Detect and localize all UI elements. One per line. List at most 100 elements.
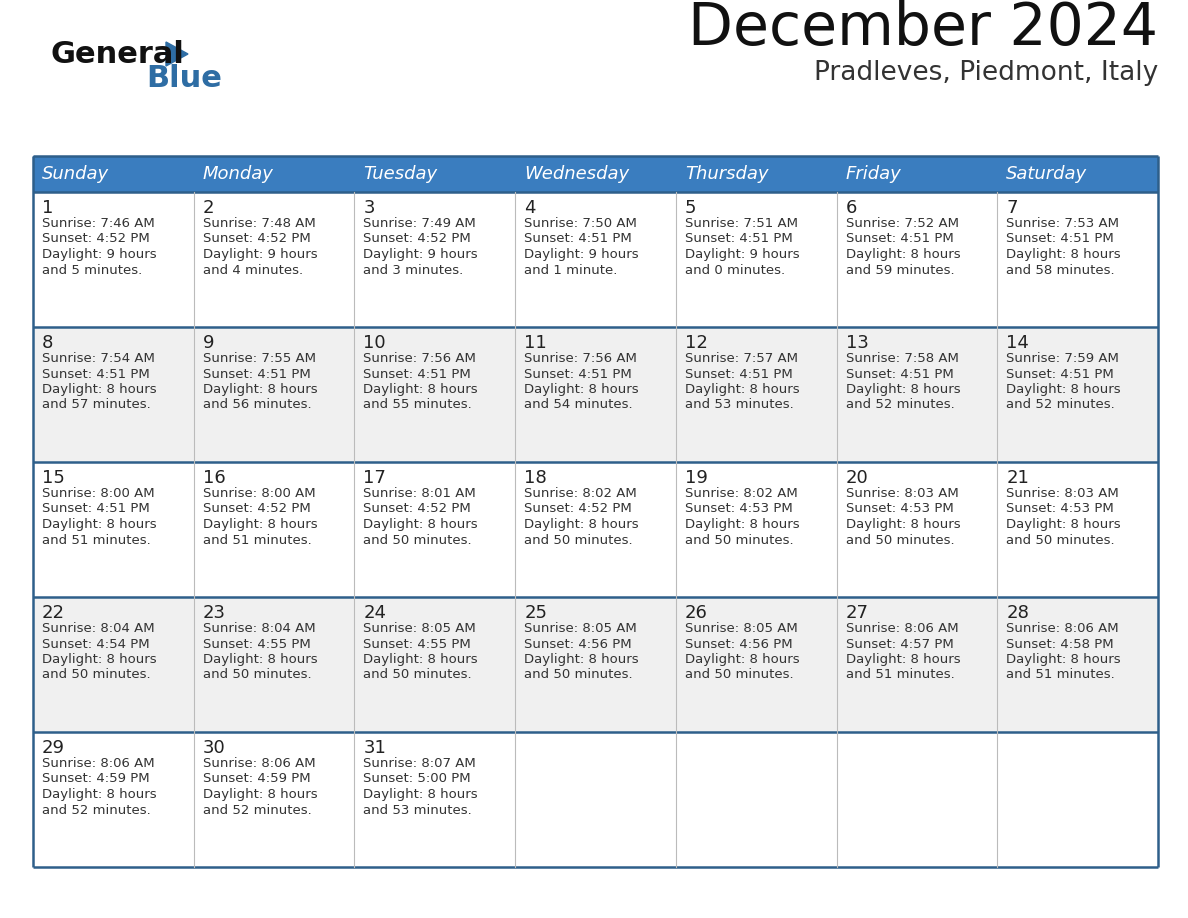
- Text: General: General: [50, 40, 184, 69]
- Text: 1: 1: [42, 199, 53, 217]
- Text: Sunrise: 7:59 AM: Sunrise: 7:59 AM: [1006, 352, 1119, 365]
- Text: Daylight: 8 hours: Daylight: 8 hours: [364, 518, 478, 531]
- Text: and 50 minutes.: and 50 minutes.: [524, 668, 633, 681]
- Text: Sunrise: 8:05 AM: Sunrise: 8:05 AM: [364, 622, 476, 635]
- Text: 15: 15: [42, 469, 65, 487]
- Text: 5: 5: [684, 199, 696, 217]
- Text: 11: 11: [524, 334, 546, 352]
- Text: and 53 minutes.: and 53 minutes.: [364, 803, 472, 816]
- Text: Sunrise: 7:57 AM: Sunrise: 7:57 AM: [684, 352, 798, 365]
- Bar: [194, 156, 354, 192]
- Text: and 50 minutes.: and 50 minutes.: [684, 533, 794, 546]
- Text: Sunrise: 7:49 AM: Sunrise: 7:49 AM: [364, 217, 476, 230]
- Bar: [676, 156, 836, 192]
- Text: and 51 minutes.: and 51 minutes.: [846, 668, 954, 681]
- Text: Sunset: 4:52 PM: Sunset: 4:52 PM: [203, 232, 310, 245]
- Text: Sunrise: 8:06 AM: Sunrise: 8:06 AM: [42, 757, 154, 770]
- Text: Daylight: 8 hours: Daylight: 8 hours: [203, 518, 317, 531]
- Bar: [33, 156, 194, 192]
- Text: Daylight: 8 hours: Daylight: 8 hours: [1006, 518, 1121, 531]
- Text: 6: 6: [846, 199, 857, 217]
- Text: and 50 minutes.: and 50 minutes.: [203, 668, 311, 681]
- Text: Sunset: 4:53 PM: Sunset: 4:53 PM: [684, 502, 792, 516]
- Text: Sunrise: 8:03 AM: Sunrise: 8:03 AM: [1006, 487, 1119, 500]
- Text: and 50 minutes.: and 50 minutes.: [364, 668, 472, 681]
- Text: Sunset: 4:52 PM: Sunset: 4:52 PM: [364, 502, 472, 516]
- Text: 21: 21: [1006, 469, 1029, 487]
- Text: Sunrise: 7:56 AM: Sunrise: 7:56 AM: [364, 352, 476, 365]
- Text: Sunset: 4:55 PM: Sunset: 4:55 PM: [203, 637, 310, 651]
- Text: Sunset: 4:51 PM: Sunset: 4:51 PM: [42, 367, 150, 380]
- Text: Sunrise: 7:55 AM: Sunrise: 7:55 AM: [203, 352, 316, 365]
- Text: Tuesday: Tuesday: [364, 165, 437, 183]
- Text: Sunset: 4:51 PM: Sunset: 4:51 PM: [1006, 367, 1114, 380]
- Text: 10: 10: [364, 334, 386, 352]
- Text: Sunset: 4:52 PM: Sunset: 4:52 PM: [42, 232, 150, 245]
- Text: and 0 minutes.: and 0 minutes.: [684, 263, 785, 276]
- Text: Daylight: 9 hours: Daylight: 9 hours: [684, 248, 800, 261]
- Text: 31: 31: [364, 739, 386, 757]
- Text: Monday: Monday: [203, 165, 273, 183]
- Text: Pradleves, Piedmont, Italy: Pradleves, Piedmont, Italy: [814, 60, 1158, 86]
- Text: and 58 minutes.: and 58 minutes.: [1006, 263, 1114, 276]
- Text: Sunset: 4:51 PM: Sunset: 4:51 PM: [846, 232, 953, 245]
- Bar: [33, 732, 1158, 867]
- Text: 22: 22: [42, 604, 65, 622]
- Text: Sunrise: 8:04 AM: Sunrise: 8:04 AM: [42, 622, 154, 635]
- Text: and 56 minutes.: and 56 minutes.: [203, 398, 311, 411]
- Text: 25: 25: [524, 604, 548, 622]
- Text: Sunrise: 8:02 AM: Sunrise: 8:02 AM: [684, 487, 797, 500]
- Bar: [354, 156, 516, 192]
- Text: 4: 4: [524, 199, 536, 217]
- Bar: [33, 192, 1158, 327]
- Text: and 50 minutes.: and 50 minutes.: [42, 668, 151, 681]
- Text: Sunset: 4:59 PM: Sunset: 4:59 PM: [42, 773, 150, 786]
- Text: Sunrise: 7:54 AM: Sunrise: 7:54 AM: [42, 352, 154, 365]
- Text: Sunset: 4:51 PM: Sunset: 4:51 PM: [846, 367, 953, 380]
- Text: Daylight: 8 hours: Daylight: 8 hours: [364, 383, 478, 396]
- Text: 2: 2: [203, 199, 214, 217]
- Text: Saturday: Saturday: [1006, 165, 1087, 183]
- Text: Sunset: 4:51 PM: Sunset: 4:51 PM: [364, 367, 472, 380]
- Text: Sunset: 4:51 PM: Sunset: 4:51 PM: [524, 232, 632, 245]
- Text: Sunset: 4:51 PM: Sunset: 4:51 PM: [1006, 232, 1114, 245]
- Text: and 1 minute.: and 1 minute.: [524, 263, 618, 276]
- Text: and 51 minutes.: and 51 minutes.: [1006, 668, 1116, 681]
- Text: Sunset: 4:59 PM: Sunset: 4:59 PM: [203, 773, 310, 786]
- Text: Sunset: 4:52 PM: Sunset: 4:52 PM: [203, 502, 310, 516]
- Text: Sunrise: 7:53 AM: Sunrise: 7:53 AM: [1006, 217, 1119, 230]
- Text: Daylight: 8 hours: Daylight: 8 hours: [364, 653, 478, 666]
- Text: and 53 minutes.: and 53 minutes.: [684, 398, 794, 411]
- Text: 27: 27: [846, 604, 868, 622]
- Text: Sunrise: 8:06 AM: Sunrise: 8:06 AM: [1006, 622, 1119, 635]
- Text: 13: 13: [846, 334, 868, 352]
- Text: and 57 minutes.: and 57 minutes.: [42, 398, 151, 411]
- Text: 23: 23: [203, 604, 226, 622]
- Text: 18: 18: [524, 469, 546, 487]
- Text: Daylight: 8 hours: Daylight: 8 hours: [1006, 248, 1121, 261]
- Text: and 52 minutes.: and 52 minutes.: [1006, 398, 1116, 411]
- Text: December 2024: December 2024: [688, 0, 1158, 57]
- Text: Sunset: 4:54 PM: Sunset: 4:54 PM: [42, 637, 150, 651]
- Text: Sunrise: 8:00 AM: Sunrise: 8:00 AM: [203, 487, 315, 500]
- Text: and 5 minutes.: and 5 minutes.: [42, 263, 143, 276]
- Text: Sunrise: 8:07 AM: Sunrise: 8:07 AM: [364, 757, 476, 770]
- Text: 8: 8: [42, 334, 53, 352]
- Text: Sunrise: 7:50 AM: Sunrise: 7:50 AM: [524, 217, 637, 230]
- Text: Daylight: 9 hours: Daylight: 9 hours: [42, 248, 157, 261]
- Text: Daylight: 8 hours: Daylight: 8 hours: [846, 518, 960, 531]
- Text: and 54 minutes.: and 54 minutes.: [524, 398, 633, 411]
- Text: Sunrise: 7:58 AM: Sunrise: 7:58 AM: [846, 352, 959, 365]
- Text: Daylight: 8 hours: Daylight: 8 hours: [364, 788, 478, 801]
- Text: 24: 24: [364, 604, 386, 622]
- Text: Sunrise: 8:06 AM: Sunrise: 8:06 AM: [846, 622, 959, 635]
- Text: Daylight: 8 hours: Daylight: 8 hours: [42, 518, 157, 531]
- Text: Daylight: 8 hours: Daylight: 8 hours: [684, 383, 800, 396]
- Text: and 50 minutes.: and 50 minutes.: [1006, 533, 1114, 546]
- Text: Sunrise: 7:46 AM: Sunrise: 7:46 AM: [42, 217, 154, 230]
- Text: Sunrise: 8:05 AM: Sunrise: 8:05 AM: [684, 622, 797, 635]
- Text: Daylight: 8 hours: Daylight: 8 hours: [846, 383, 960, 396]
- Text: Sunrise: 8:01 AM: Sunrise: 8:01 AM: [364, 487, 476, 500]
- Text: 29: 29: [42, 739, 65, 757]
- Text: Sunset: 4:53 PM: Sunset: 4:53 PM: [846, 502, 953, 516]
